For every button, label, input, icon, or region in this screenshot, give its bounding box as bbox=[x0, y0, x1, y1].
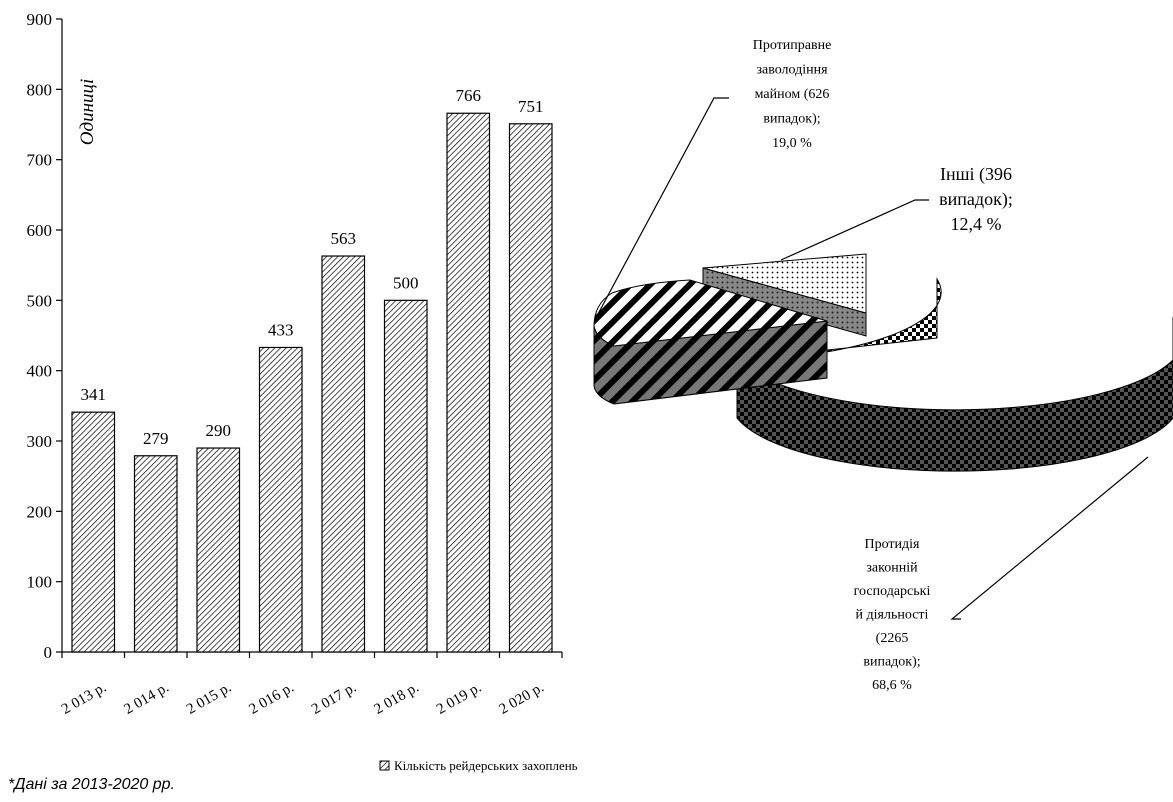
pie-label-line: Протидія bbox=[865, 537, 921, 552]
bar-2019 bbox=[446, 112, 491, 653]
legend-swatch bbox=[379, 760, 390, 771]
pie-label-line: заволодіння bbox=[756, 63, 828, 78]
leader-line-hosp bbox=[950, 456, 1149, 620]
bar-value-label: 279 bbox=[143, 429, 169, 448]
x-axis-ticks: 2 013 р. 2 014 р. 2 015 р. 2 016 р. 2 017 р.… bbox=[59, 652, 563, 718]
pie-label-line: Протиправне bbox=[753, 38, 832, 53]
legend-label: Кількість рейдерських захоплень bbox=[394, 758, 578, 773]
pie-label-mayno: Протиправне заволодіння майном (626 випадок… bbox=[753, 38, 832, 151]
bar-2015 bbox=[196, 447, 241, 653]
bar-value-label: 500 bbox=[393, 273, 419, 292]
x-tick-label: 2 019 р. bbox=[434, 680, 484, 718]
y-tick-label: 400 bbox=[27, 362, 53, 381]
pie-chart: Протиправне заволодіння майном (626 випадок… bbox=[593, 38, 1173, 693]
y-tick-label: 500 bbox=[27, 291, 53, 310]
y-axis-ticks: 0 100 200 300 400 500 600 700 800 900 bbox=[27, 10, 62, 662]
bar-2016 bbox=[258, 346, 303, 653]
bar-2017 bbox=[321, 255, 366, 653]
bar-2014 bbox=[133, 455, 178, 653]
pie-slice-inshi bbox=[702, 253, 867, 337]
bar-value-label: 433 bbox=[268, 320, 294, 339]
pie-label-line: й діяльності bbox=[856, 608, 929, 623]
x-tick-label: 2 014 р. bbox=[122, 680, 172, 718]
bar-value-label: 563 bbox=[331, 229, 357, 248]
leader-line-inshi bbox=[780, 199, 929, 261]
x-tick-label: 2 020 р. bbox=[497, 680, 547, 718]
bar-2018 bbox=[383, 299, 428, 653]
footnote: *Дані за 2013-2020 рр. bbox=[8, 776, 175, 793]
pie-label-line: Інші (396 bbox=[940, 164, 1012, 185]
pie-label-line: законній bbox=[866, 561, 918, 576]
y-tick-label: 600 bbox=[27, 221, 53, 240]
bar-value-label: 290 bbox=[206, 421, 232, 440]
x-tick-label: 2 017 р. bbox=[309, 680, 359, 718]
bar-value-label: 341 bbox=[81, 385, 107, 404]
y-tick-label: 700 bbox=[27, 151, 53, 170]
y-tick-label: 200 bbox=[27, 502, 53, 521]
x-tick-label: 2 015 р. bbox=[184, 680, 234, 718]
pie-label-line: 19,0 % bbox=[772, 136, 812, 151]
pie-label-inshi: Інші (396 випадок); 12,4 % bbox=[939, 164, 1013, 234]
y-tick-label: 300 bbox=[27, 432, 53, 451]
pie-label-line: випадок); bbox=[763, 112, 820, 127]
pie-label-line: майном (626 bbox=[755, 87, 830, 102]
bar-2020 bbox=[508, 123, 553, 653]
pie-label-line: (2265 bbox=[876, 631, 909, 646]
pie-label-line: 12,4 % bbox=[951, 214, 1002, 234]
y-tick-label: 900 bbox=[27, 10, 53, 29]
x-tick-label: 2 016 р. bbox=[247, 680, 297, 718]
x-tick-label: 2 018 р. bbox=[372, 680, 422, 718]
x-tick-label: 2 013 р. bbox=[59, 680, 109, 718]
pie-label-line: господарські bbox=[854, 584, 931, 599]
y-tick-label: 100 bbox=[27, 573, 53, 592]
bar-value-label: 766 bbox=[456, 86, 482, 105]
pie-label-hosp: Протидія законній господарські й діяльності… bbox=[854, 537, 931, 693]
legend: Кількість рейдерських захоплень bbox=[379, 758, 578, 773]
y-axis-title: Одиниці bbox=[77, 79, 98, 146]
y-tick-label: 800 bbox=[27, 80, 53, 99]
pie-label-line: випадок); bbox=[939, 189, 1013, 210]
bar-chart: 0 100 200 300 400 500 600 700 800 900 Одиниці 341… bbox=[27, 10, 578, 773]
pie-slice-mayno bbox=[593, 279, 828, 405]
pie-label-line: 68,6 % bbox=[872, 678, 912, 693]
y-tick-label: 0 bbox=[44, 643, 53, 662]
leader-line-mayno bbox=[597, 97, 729, 315]
pie-label-line: випадок); bbox=[863, 655, 920, 670]
bar-2013 bbox=[71, 411, 116, 653]
bar-value-label: 751 bbox=[518, 97, 544, 116]
bars: 341 279 290 433 563 500 766 751 bbox=[71, 86, 553, 653]
